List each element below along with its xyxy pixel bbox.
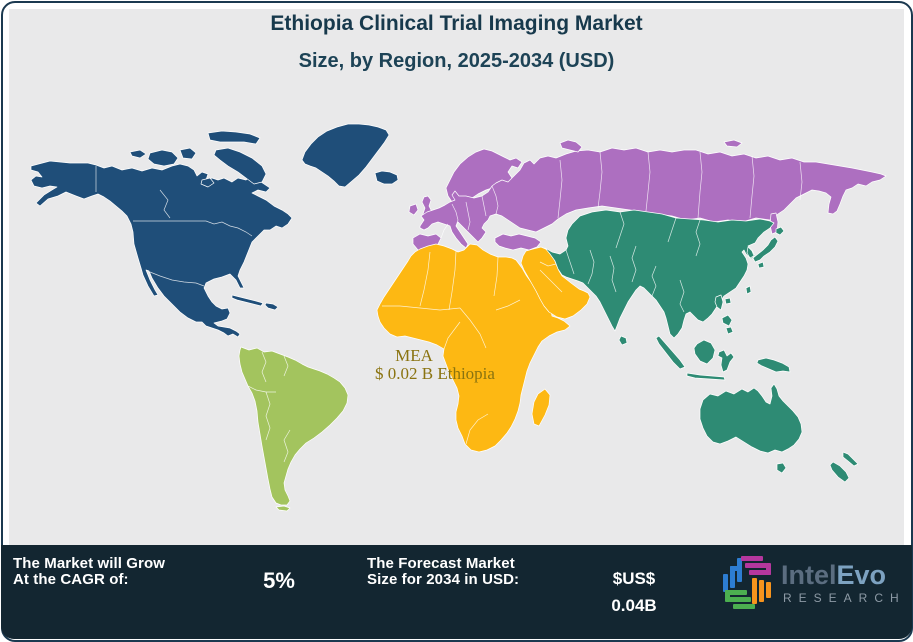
svg-text:IntelEvo: IntelEvo [781, 560, 886, 590]
svg-text:RESEARCH: RESEARCH [783, 591, 906, 605]
